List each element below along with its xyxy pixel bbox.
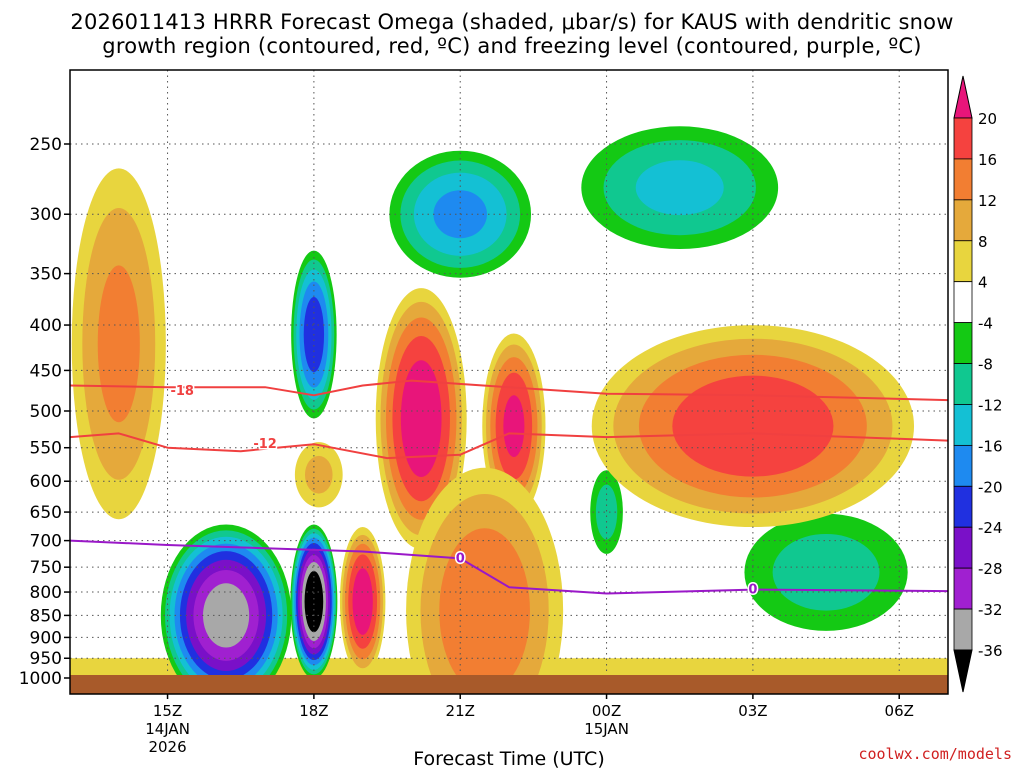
colorbar-bin-below-36: [953, 649, 973, 693]
upward-motion-midlevel-00z-band-2: [595, 484, 618, 540]
colorbar-label-16: 16: [978, 151, 997, 169]
chart-title-line-2: growth region (contoured, red, ºC) and f…: [102, 34, 922, 58]
colorbar-label--28: -28: [978, 560, 1003, 578]
colorbar-label--20: -20: [978, 478, 1003, 496]
ground-surface: [70, 675, 948, 694]
sinking-motion-band-03z: [591, 325, 915, 528]
y-tick-label-550: 550: [30, 439, 62, 459]
y-tick-label-800: 800: [30, 583, 62, 603]
upward-motion-core-18z-band-9: [304, 570, 324, 633]
colorbar-bin-5: [953, 281, 973, 324]
y-tick-label-400: 400: [30, 316, 62, 336]
y-tick-label-600: 600: [30, 472, 62, 492]
colorbar: 20 16 12 8 4 -4 -8 -12 -16 -20 -24 -28 -32 -36: [953, 75, 1003, 693]
colorbar-bin-above-20: [953, 75, 973, 119]
sinking-motion-core-20z-band-5: [400, 360, 442, 478]
contour-label-0: 0: [748, 583, 757, 598]
x-tick-year-15Z: 2026: [148, 738, 186, 756]
colorbar-label-20: 20: [978, 110, 997, 128]
sinking-motion-lowlevel-21z: [406, 467, 564, 694]
x-tick-label-06Z: 06Z: [885, 702, 914, 720]
ground-strip: [70, 675, 948, 694]
x-tick-label-18Z: 18Z: [299, 702, 328, 720]
plot-grid: [70, 70, 948, 694]
upward-motion-core-18z: [290, 524, 338, 679]
colorbar-bin-4: [953, 240, 973, 283]
y-tick-label-900: 900: [30, 628, 62, 648]
contour-label--12: -12: [253, 437, 277, 452]
colorbar-label--12: -12: [978, 396, 1003, 414]
y-tick-label-750: 750: [30, 558, 62, 578]
contour--12: [70, 432, 948, 460]
x-tick-label-03Z: 03Z: [738, 702, 767, 720]
sinking-motion-column-14z: [71, 168, 166, 520]
y-tick-label-250: 250: [30, 135, 62, 155]
colorbar-bin-9: [953, 444, 973, 487]
x-tick-label-00Z: 00Z: [592, 702, 621, 720]
sinking-motion-lowlevel-19z-band-5: [352, 568, 373, 635]
x-tick-date-15Z: 14JAN: [145, 720, 190, 738]
colorbar-bin-6: [953, 322, 973, 364]
contour--18: [70, 379, 948, 402]
colorbar-bin-8: [953, 404, 973, 446]
y-tick-label-500: 500: [30, 402, 62, 422]
upward-motion-upper-01z: [581, 126, 779, 250]
upward-motion-core-15z-band-8: [203, 583, 250, 648]
sinking-motion-column-14z-band-3: [97, 265, 140, 423]
colorbar-bin-13: [953, 608, 973, 651]
axes: 2503003504004505005506006507007508008509…: [19, 135, 914, 768]
colorbar-label--32: -32: [978, 601, 1003, 619]
colorbar-label--4: -4: [978, 315, 993, 333]
plot-frame: [69, 69, 949, 695]
colorbar-bin-12: [953, 567, 973, 610]
sinking-motion-core-22z-band-5: [503, 395, 525, 457]
y-tick-label-700: 700: [30, 532, 62, 552]
contour-label--18: -18: [170, 384, 194, 399]
colorbar-label-12: 12: [978, 192, 997, 210]
x-tick-label-15Z: 15Z: [153, 702, 182, 720]
y-tick-label-650: 650: [30, 503, 62, 523]
colorbar-label--24: -24: [978, 519, 1003, 537]
sinking-motion-lowlevel-19z: [339, 526, 386, 677]
sinking-motion-band-03z-band-4: [672, 375, 834, 477]
upward-motion-upper-01z-band-3: [635, 160, 724, 216]
upward-motion-core-15z: [160, 524, 292, 694]
colorbar-label-4: 4: [978, 274, 988, 292]
colorbar-label--16: -16: [978, 437, 1003, 455]
contour-label-0: 0: [456, 551, 465, 566]
sinking-motion-lowlevel-21z-band-3: [439, 528, 530, 694]
colorbar-bin-10: [953, 485, 973, 528]
x-axis-label: Forecast Time (UTC): [413, 748, 604, 768]
sinking-motion-small-18z: [294, 442, 343, 508]
x-tick-date-00Z: 15JAN: [584, 720, 629, 738]
upward-motion-lowlevel-05z: [744, 513, 908, 631]
y-tick-label-450: 450: [30, 361, 62, 381]
y-tick-label-950: 950: [30, 649, 62, 669]
chart-title-line-1: 2026011413 HRRR Forecast Omega (shaded, …: [70, 10, 954, 34]
credit-text[interactable]: coolwx.com/models: [858, 745, 1012, 763]
temperature-contours: -18 -12 0 0: [70, 379, 948, 599]
x-tick-label-21Z: 21Z: [446, 702, 475, 720]
sinking-motion-small-18z-band-2: [304, 455, 333, 494]
y-tick-label-350: 350: [30, 265, 62, 285]
contour-0: [70, 539, 948, 595]
upward-motion-lowlevel-05z-band-2: [772, 533, 880, 611]
colorbar-bin-7: [953, 363, 973, 405]
y-tick-label-300: 300: [30, 205, 62, 225]
upward-motion-midlevel-00z: [590, 470, 623, 554]
colorbar-bin-11: [953, 526, 973, 569]
omega-field: [70, 126, 948, 694]
colorbar-label--36: -36: [978, 642, 1003, 660]
colorbar-bin-3: [953, 199, 973, 242]
y-tick-label-1000: 1000: [19, 669, 62, 689]
colorbar-label--8: -8: [978, 356, 993, 374]
y-tick-label-850: 850: [30, 606, 62, 626]
colorbar-bin-1: [953, 117, 973, 160]
colorbar-label-8: 8: [978, 233, 988, 251]
colorbar-bin-2: [953, 158, 973, 201]
